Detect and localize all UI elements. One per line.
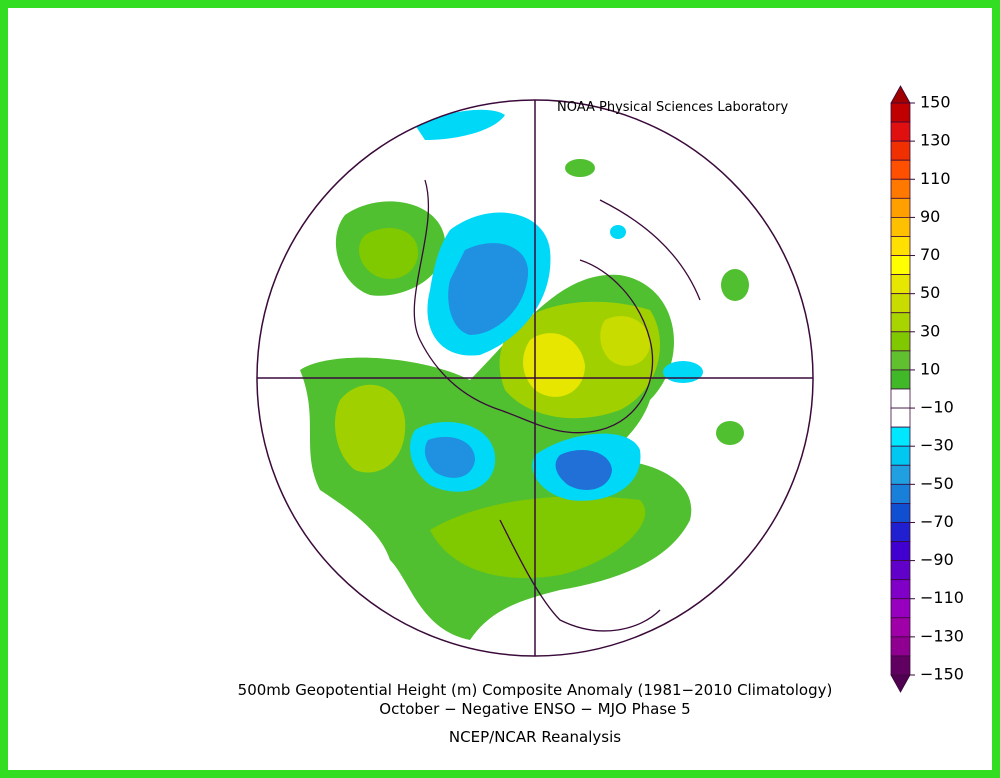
- colorbar-swatch: [890, 483, 911, 504]
- colorbar-label: −30: [920, 436, 954, 455]
- colorbar-swatch: [890, 121, 911, 142]
- colorbar-label: 30: [920, 321, 940, 340]
- positive-anomaly: [721, 269, 749, 301]
- negative-anomaly: [610, 225, 626, 239]
- colorbar-arrow: [890, 674, 911, 693]
- colorbar-swatch: [890, 464, 911, 485]
- colorbar-label: −130: [920, 626, 964, 645]
- colorbar-label: −70: [920, 512, 954, 531]
- positive-anomaly: [430, 496, 646, 578]
- colorbar-swatch: [890, 197, 911, 218]
- positive-anomaly: [716, 421, 744, 445]
- colorbar-swatch: [890, 598, 911, 619]
- colorbar-label: −90: [920, 550, 954, 569]
- colorbar-arrow: [890, 85, 911, 104]
- map-outline: [256, 99, 814, 657]
- negative-anomaly: [424, 436, 475, 478]
- negative-anomaly: [663, 361, 703, 383]
- colorbar-label: 70: [920, 245, 940, 264]
- caption-line: NCEP/NCAR Reanalysis: [449, 728, 621, 746]
- map: [257, 100, 813, 656]
- colorbar-swatch: [890, 655, 911, 676]
- colorbar-swatch: [890, 388, 911, 409]
- colorbar-label: −10: [920, 398, 954, 417]
- colorbar-label: 90: [920, 207, 940, 226]
- colorbar-swatch: [890, 369, 911, 390]
- colorbar-label: 150: [920, 93, 951, 112]
- colorbar-label: 10: [920, 359, 940, 378]
- positive-anomaly: [600, 316, 650, 366]
- positive-anomaly: [523, 333, 585, 397]
- colorbar-swatch: [890, 102, 911, 123]
- colorbar-swatch: [890, 312, 911, 333]
- caption-line: 500mb Geopotential Height (m) Composite …: [238, 681, 833, 699]
- colorbar-label: −110: [920, 588, 964, 607]
- colorbar-swatch: [890, 522, 911, 542]
- map-credit: NOAA Physical Sciences Laboratory: [557, 100, 788, 115]
- negative-anomaly: [448, 243, 529, 335]
- negative-anomaly: [555, 450, 612, 490]
- colorbar-swatch: [890, 178, 911, 199]
- colorbar-swatch: [890, 140, 911, 161]
- positive-anomaly: [358, 227, 419, 279]
- colorbar-swatch: [890, 407, 911, 428]
- colorbar-swatch: [890, 617, 911, 638]
- colorbar-label: 130: [920, 131, 951, 150]
- colorbar-swatch: [890, 502, 911, 523]
- colorbar-label: −50: [920, 474, 954, 493]
- colorbar-swatch: [890, 636, 911, 657]
- colorbar-swatch: [890, 426, 911, 447]
- colorbar-swatch: [890, 541, 911, 561]
- caption-line: October − Negative ENSO − MJO Phase 5: [379, 700, 690, 718]
- coastline: [413, 179, 701, 632]
- colorbar-label: 50: [920, 283, 940, 302]
- colorbar-label: −150: [920, 665, 964, 684]
- positive-anomaly: [335, 384, 406, 473]
- colorbar-swatch: [890, 216, 911, 237]
- positive-anomaly: [565, 159, 595, 177]
- colorbar-swatch: [890, 274, 911, 295]
- colorbar: 150 130 110 90 70 50 30 10 −10 −30 −50 −70 −90 −110 −1…: [890, 85, 964, 693]
- colorbar-swatch: [890, 560, 911, 581]
- colorbar-swatch: [890, 293, 911, 314]
- colorbar-swatch: [890, 159, 911, 180]
- colorbar-swatch: [890, 236, 911, 256]
- colorbar-label: 110: [920, 169, 951, 188]
- colorbar-swatch: [890, 445, 911, 466]
- colorbar-swatch: [890, 255, 911, 276]
- colorbar-swatch: [890, 350, 911, 371]
- colorbar-swatch: [890, 331, 911, 352]
- colorbar-swatch: [890, 579, 911, 600]
